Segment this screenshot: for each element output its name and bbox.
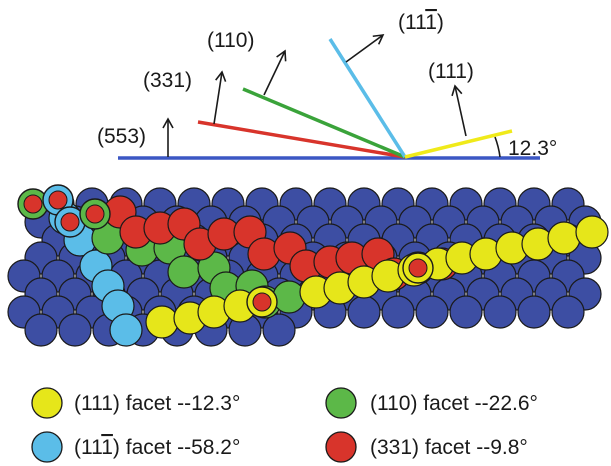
substrate-atom — [58, 313, 92, 347]
angle-arc — [494, 136, 501, 158]
legend-label-331: (331) facet --9.8° — [370, 436, 528, 459]
substrate-atom — [517, 295, 551, 329]
substrate-atom — [347, 295, 381, 329]
label-553: (553) — [97, 125, 146, 148]
legend-item-11b1: (111) facet --58.2° — [31, 431, 240, 463]
atomic-surface-model — [7, 184, 609, 347]
normal-110-arrow — [263, 49, 287, 96]
substrate-atom — [415, 295, 449, 329]
facet-110-line — [242, 87, 406, 159]
angle-label: 12.3° — [508, 137, 557, 160]
legend-swatch-111 — [31, 387, 63, 419]
facet-110-atom — [167, 255, 201, 289]
legend-item-110: (110) facet --22.6° — [325, 387, 538, 419]
legend-item-331: (331) facet --9.8° — [325, 431, 528, 463]
adatom — [48, 190, 68, 210]
substrate-atom — [262, 313, 296, 347]
label-110: (110) — [207, 29, 254, 52]
substrate-atom — [551, 295, 585, 329]
normal-111-arrow — [451, 84, 467, 137]
label-11b1: (111) — [398, 11, 444, 34]
legend-label-11b1: (111) facet --58.2° — [74, 436, 240, 459]
legend-item-111: (111) facet --12.3° — [31, 387, 240, 419]
normal-11b1-arrow — [345, 34, 385, 63]
label-111: (111) — [428, 60, 474, 83]
legend-swatch-331 — [325, 431, 357, 463]
facet-orientation-panel: (553) (331) (110) (111) (111) 12.3° — [97, 11, 557, 160]
legend-swatch-11b1 — [31, 431, 63, 463]
adatom — [252, 292, 272, 312]
legend-swatch-110 — [325, 387, 357, 419]
substrate-atom — [483, 295, 517, 329]
legend-label-111: (111) facet --12.3° — [74, 392, 240, 415]
label-331: (331) — [143, 69, 192, 92]
facet-111-line — [404, 129, 513, 159]
adatom — [23, 194, 43, 214]
facet-111-atom — [575, 215, 609, 249]
facet-111-atom — [547, 221, 581, 255]
facet-11b1-atom — [109, 313, 143, 347]
adatom — [408, 258, 428, 278]
normal-331-arrow — [213, 70, 227, 125]
adatom — [60, 212, 80, 232]
facet-111-atom — [145, 305, 179, 339]
substrate-atom — [24, 313, 58, 347]
facet-11b1-line — [328, 38, 407, 158]
facet-331-line — [197, 120, 406, 159]
legend: (111) facet --12.3° (110) facet --22.6° … — [31, 387, 538, 463]
substrate-atom — [381, 295, 415, 329]
adatom — [85, 204, 105, 224]
legend-label-110: (110) facet --22.6° — [370, 392, 538, 415]
substrate-atom — [449, 295, 483, 329]
